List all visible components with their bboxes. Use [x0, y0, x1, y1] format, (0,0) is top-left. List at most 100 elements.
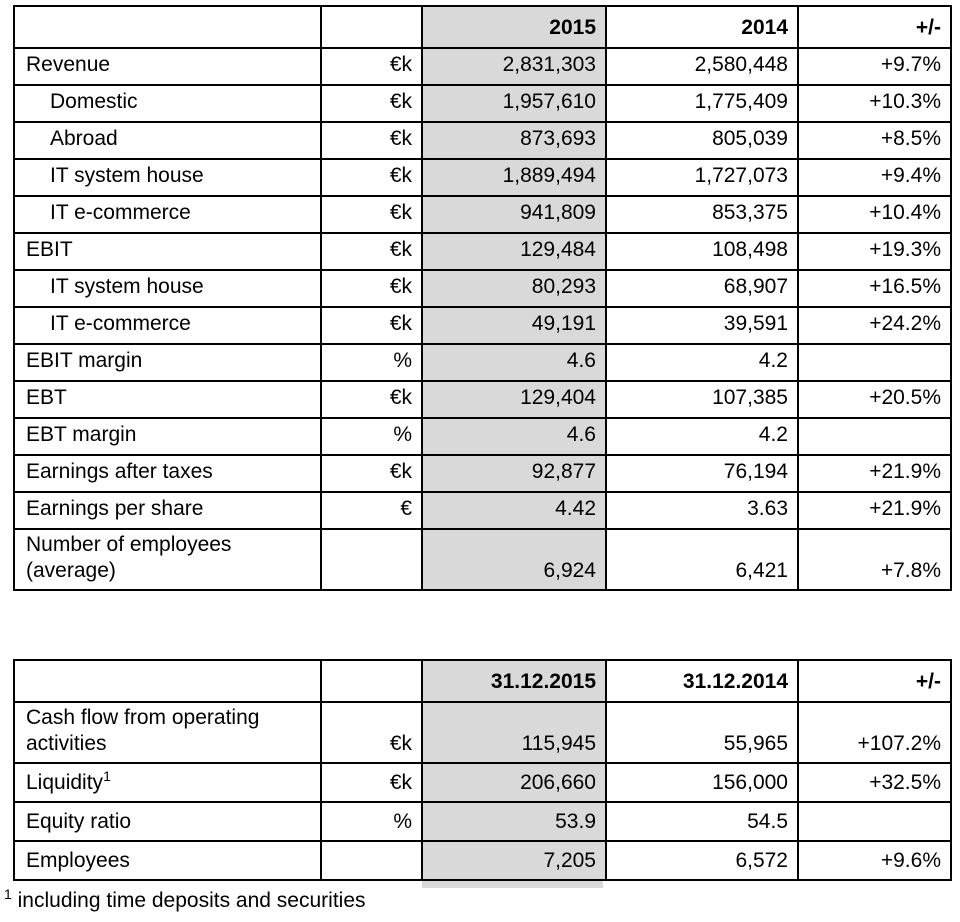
- value-2015-cell: 80,293: [421, 269, 607, 308]
- table-row: Abroad €k 873,693 805,039 +8.5%: [13, 121, 952, 160]
- header-unit-blank: [320, 5, 423, 49]
- change-cell: +32.5%: [797, 762, 952, 804]
- table-row: EBT margin % 4.6 4.2: [13, 417, 952, 456]
- unit-cell: €k: [320, 454, 423, 493]
- metric-label: Revenue: [26, 53, 111, 77]
- value-2014-cell: 68,907: [605, 269, 799, 308]
- unit-cell: %: [320, 801, 423, 843]
- unit-cell: €k: [320, 269, 423, 308]
- metric-label-cell: IT system house: [13, 158, 322, 197]
- unit-cell: €k: [320, 306, 423, 345]
- value-2014-cell: 4.2: [605, 343, 799, 382]
- change-cell: [797, 417, 952, 456]
- value-2014-cell: 6,572: [605, 840, 799, 882]
- header-row: 31.12.2015 31.12.2014 +/-: [13, 659, 952, 703]
- value-2015-cell: 1,957,610: [421, 84, 607, 123]
- table-row: Domestic €k 1,957,610 1,775,409 +10.3%: [13, 84, 952, 123]
- change-cell: +7.8%: [797, 527, 952, 592]
- change-cell: +19.3%: [797, 232, 952, 271]
- metric-label: IT e-commerce: [50, 201, 191, 225]
- table-row: Employees 7,205 6,572 +9.6%: [13, 840, 952, 882]
- header-change: +/-: [797, 659, 952, 703]
- metric-label-cell: EBIT: [13, 232, 322, 271]
- metric-label-cell: Employees: [13, 840, 322, 882]
- metric-label: Liquidity: [26, 770, 104, 794]
- metric-label-cell: Liquidity1: [13, 762, 322, 804]
- change-cell: +8.5%: [797, 121, 952, 160]
- footnote: 1 including time deposits and securities: [4, 887, 366, 913]
- metric-label-cell: Earnings per share: [13, 491, 322, 530]
- metric-label: IT system house: [50, 164, 204, 188]
- value-2015-cell: 49,191: [421, 306, 607, 345]
- unit-cell: €k: [320, 121, 423, 160]
- unit-cell: €k: [320, 762, 423, 804]
- value-2014-cell: 853,375: [605, 195, 799, 234]
- table-row: EBT €k 129,404 107,385 +20.5%: [13, 380, 952, 419]
- table-row: Earnings after taxes €k 92,877 76,194 +2…: [13, 454, 952, 493]
- metric-label-cell: EBT: [13, 380, 322, 419]
- value-2015-cell: 941,809: [421, 195, 607, 234]
- header-31-12-2014: 31.12.2014: [605, 659, 799, 703]
- unit-cell: €k: [320, 84, 423, 123]
- change-cell: +9.7%: [797, 47, 952, 86]
- value-2014-cell: 156,000: [605, 762, 799, 804]
- value-2014-cell: 108,498: [605, 232, 799, 271]
- value-2015-cell: 6,924: [421, 527, 607, 592]
- header-unit-blank: [320, 659, 423, 703]
- footnote-marker: 1: [103, 767, 111, 784]
- value-2014-cell: 107,385: [605, 380, 799, 419]
- header-2015: 2015: [421, 5, 607, 49]
- value-2015-cell: 129,404: [421, 380, 607, 419]
- balance-figures-table-wrap: 31.12.2015 31.12.2014 +/- Cash flow from…: [13, 659, 952, 889]
- header-change: +/-: [797, 5, 952, 49]
- metric-label-cell: Earnings after taxes: [13, 454, 322, 493]
- value-2015-cell: 115,945: [421, 700, 607, 765]
- metric-label: EBT: [26, 386, 67, 410]
- table-row: IT e-commerce €k 49,191 39,591 +24.2%: [13, 306, 952, 345]
- metric-label: EBIT: [26, 238, 73, 262]
- table-row: Cash flow from operating activities €k 1…: [13, 700, 952, 765]
- unit-cell: %: [320, 417, 423, 456]
- metric-label-cell: IT e-commerce: [13, 306, 322, 345]
- metric-label-cell: EBT margin: [13, 417, 322, 456]
- unit-cell: €: [320, 491, 423, 530]
- value-2015-cell: 1,889,494: [421, 158, 607, 197]
- metric-label: EBT margin: [26, 423, 137, 447]
- metric-label: IT system house: [50, 275, 204, 299]
- value-2014-cell: 3.63: [605, 491, 799, 530]
- value-2015-cell: 53.9: [421, 801, 607, 843]
- unit-cell: €k: [320, 232, 423, 271]
- metric-label: Earnings per share: [26, 497, 204, 521]
- value-2015-cell: 7,205: [421, 840, 607, 882]
- header-label-blank: [13, 5, 322, 49]
- change-cell: +24.2%: [797, 306, 952, 345]
- change-cell: +21.9%: [797, 454, 952, 493]
- value-2014-cell: 55,965: [605, 700, 799, 765]
- change-cell: +107.2%: [797, 700, 952, 765]
- metric-label-cell: Abroad: [13, 121, 322, 160]
- value-2014-cell: 1,727,073: [605, 158, 799, 197]
- table-row: EBIT €k 129,484 108,498 +19.3%: [13, 232, 952, 271]
- value-2014-cell: 54.5: [605, 801, 799, 843]
- metric-label: Equity ratio: [26, 809, 132, 833]
- change-cell: +21.9%: [797, 491, 952, 530]
- value-2014-cell: 4.2: [605, 417, 799, 456]
- metric-label: EBIT margin: [26, 349, 143, 373]
- balance-figures-table: 31.12.2015 31.12.2014 +/- Cash flow from…: [13, 659, 952, 882]
- metric-label-cell: Cash flow from operating activities: [13, 700, 322, 765]
- value-2014-cell: 6,421: [605, 527, 799, 592]
- change-cell: [797, 343, 952, 382]
- header-label-blank: [13, 659, 322, 703]
- metric-label: Earnings after taxes: [26, 460, 213, 484]
- value-2014-cell: 1,775,409: [605, 84, 799, 123]
- metric-label: Domestic: [50, 90, 138, 114]
- metric-label-cell: Equity ratio: [13, 801, 322, 843]
- annual-figures-table: 2015 2014 +/- Revenue €k 2,831,303 2,580…: [13, 5, 952, 592]
- value-2014-cell: 2,580,448: [605, 47, 799, 86]
- value-2014-cell: 39,591: [605, 306, 799, 345]
- metric-label-cell: IT system house: [13, 269, 322, 308]
- value-2015-cell: 206,660: [421, 762, 607, 804]
- unit-cell: %: [320, 343, 423, 382]
- metric-label-cell: Revenue: [13, 47, 322, 86]
